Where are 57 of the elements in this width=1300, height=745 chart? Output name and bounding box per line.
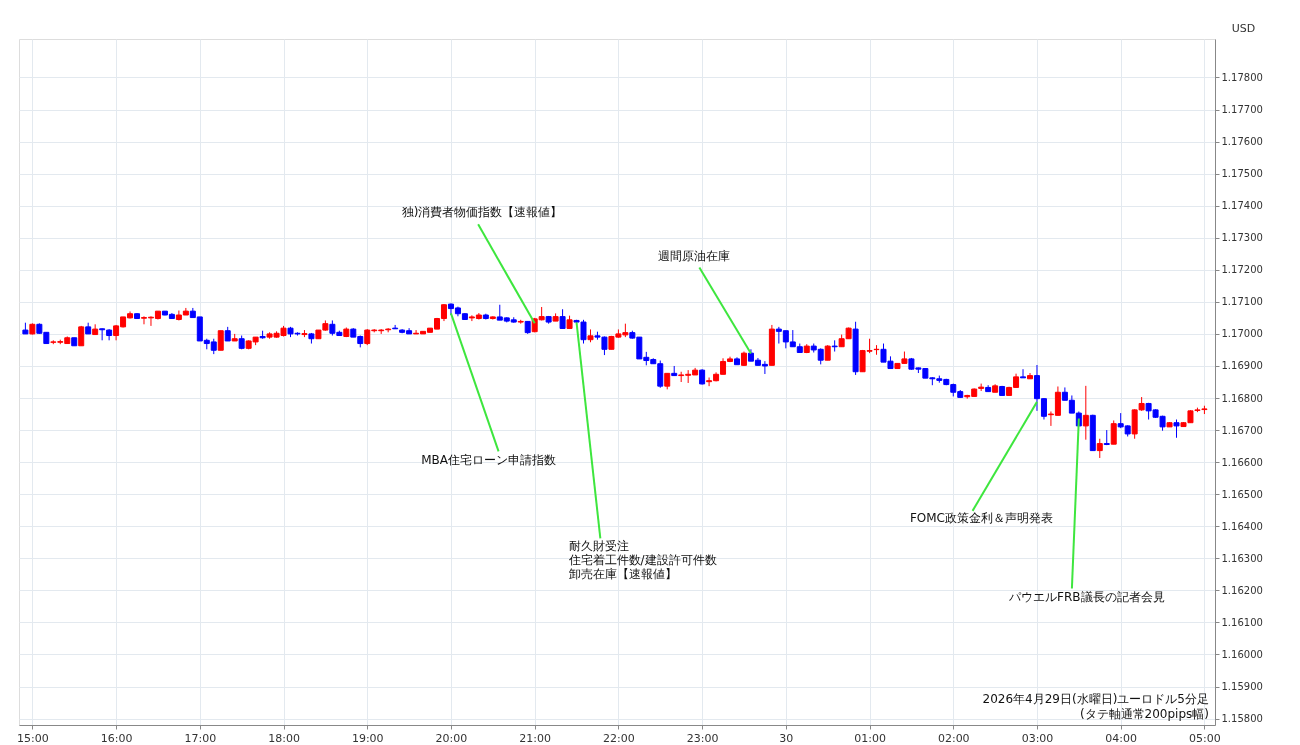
y-tick-label: 1.15900 bbox=[1221, 681, 1263, 693]
y-tick-label: 1.16500 bbox=[1221, 488, 1263, 500]
y-tick-label: 1.16800 bbox=[1221, 392, 1263, 404]
y-tick-label: 1.17800 bbox=[1221, 71, 1263, 83]
annotation: 住宅着工件数/建設許可件数 bbox=[567, 553, 717, 568]
y-tick-label: 1.17400 bbox=[1221, 200, 1263, 212]
x-tick-label: 03:00 bbox=[1021, 731, 1054, 745]
annotation: 耐久財受注 bbox=[568, 539, 629, 554]
candlestick bbox=[1082, 385, 1089, 441]
annotation: FOMC政策金利＆声明発表 bbox=[909, 510, 1053, 525]
candlestick bbox=[559, 308, 566, 329]
y-tick-label: 1.17300 bbox=[1221, 232, 1263, 244]
y-tick-label: 1.16700 bbox=[1221, 424, 1263, 436]
x-tick-label: 15:00 bbox=[17, 731, 49, 745]
y-tick-label: 1.17200 bbox=[1221, 264, 1263, 276]
x-tick-label: 20:00 bbox=[435, 731, 468, 745]
candlestick bbox=[873, 344, 880, 356]
candlestick bbox=[1110, 419, 1117, 445]
candlestick bbox=[1173, 419, 1180, 439]
candlestick bbox=[831, 339, 838, 353]
x-tick-label: 22:00 bbox=[603, 731, 635, 745]
annotation: パウエルFRB議長の記者会見 bbox=[1008, 589, 1165, 604]
candlestick bbox=[217, 330, 224, 351]
x-tick-label: 05:00 bbox=[1189, 731, 1221, 745]
annotation: 2026年4月29日(水曜日)ユーロドル5分足 bbox=[982, 692, 1209, 706]
annotation: 独)消費者物価指数【速報値】 bbox=[401, 205, 563, 220]
x-tick-label: 19:00 bbox=[351, 731, 384, 745]
x-tick-label: 04:00 bbox=[1105, 731, 1138, 745]
x-tick-label: 23:00 bbox=[686, 731, 719, 745]
annotation: (タテ軸通常200pips幅) bbox=[1079, 707, 1209, 721]
y-tick-label: 1.17000 bbox=[1221, 328, 1263, 340]
y-tick-label: 1.17700 bbox=[1221, 104, 1263, 116]
x-tick-label: 01:00 bbox=[854, 731, 886, 745]
y-tick-label: 1.16400 bbox=[1221, 520, 1263, 532]
candlestick bbox=[1096, 438, 1103, 459]
x-tick-label: 02:00 bbox=[937, 731, 970, 745]
y-tick-label: 1.17600 bbox=[1221, 136, 1263, 148]
y-axis-title: USD bbox=[1231, 21, 1256, 35]
y-tick-label: 1.17500 bbox=[1221, 168, 1263, 180]
annotation: 週間原油在庫 bbox=[658, 249, 731, 264]
annotation: MBA住宅ローン申請指数 bbox=[421, 453, 557, 468]
x-tick-label: 16:00 bbox=[100, 731, 133, 745]
candlestick bbox=[1020, 368, 1027, 379]
y-tick-label: 1.17100 bbox=[1221, 296, 1263, 308]
x-tick-label: 17:00 bbox=[184, 731, 217, 745]
y-tick-label: 1.15800 bbox=[1221, 713, 1263, 725]
x-tick-label: 18:00 bbox=[268, 731, 300, 745]
x-tick-label: 21:00 bbox=[519, 731, 552, 745]
candlestick bbox=[392, 324, 399, 330]
y-tick-label: 1.16900 bbox=[1221, 360, 1263, 372]
y-tick-label: 1.16200 bbox=[1221, 584, 1263, 596]
x-tick-label: 30 bbox=[779, 731, 794, 745]
annotation: 卸売在庫【速報値】 bbox=[568, 567, 677, 582]
y-tick-label: 1.16300 bbox=[1221, 552, 1263, 564]
y-tick-label: 1.16600 bbox=[1221, 456, 1263, 468]
y-tick-label: 1.16100 bbox=[1221, 616, 1263, 628]
y-tick-label: 1.16000 bbox=[1221, 648, 1263, 660]
